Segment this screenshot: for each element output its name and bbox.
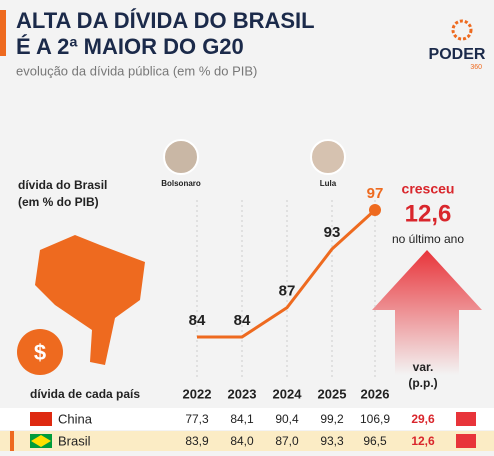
row-label: China — [58, 411, 93, 426]
callout-value: 12,6 — [405, 200, 452, 227]
row-marker — [10, 431, 14, 451]
flag — [30, 412, 52, 426]
cell: 84,0 — [230, 434, 254, 448]
logo-sub: 360 — [470, 64, 482, 71]
table-header: var. — [413, 360, 434, 374]
cell: 12,6 — [411, 434, 435, 448]
column-header: 2024 — [273, 386, 303, 401]
chart-title: dívida do Brasil — [18, 178, 107, 192]
row-label: Brasil — [58, 433, 91, 448]
annotation: Bolsonaro — [161, 179, 201, 188]
arrow — [372, 250, 482, 375]
subtitle: evolução da dívida pública (em % do PIB) — [16, 63, 257, 78]
callout: no último ano — [392, 232, 464, 246]
cell: 106,9 — [360, 412, 390, 426]
cell: 93,3 — [320, 434, 344, 448]
flag — [31, 435, 51, 447]
money-icon: $ — [34, 340, 46, 365]
photo — [310, 139, 346, 175]
column-header: 2022 — [183, 386, 212, 401]
row-bg — [0, 408, 494, 430]
column-header: 2026 — [361, 386, 390, 401]
cell: 90,4 — [275, 412, 299, 426]
point — [369, 204, 381, 216]
brazil-map — [35, 235, 145, 365]
callout: cresceu — [402, 181, 455, 197]
cell: 84,1 — [230, 412, 254, 426]
logo: PODER — [429, 46, 486, 63]
line — [197, 208, 377, 339]
row-bg — [0, 431, 494, 451]
accent-bar — [0, 10, 6, 56]
row-icon — [456, 412, 476, 426]
data-label: 87 — [279, 283, 296, 300]
title: ALTA DA DÍVIDA DO BRASIL — [16, 8, 315, 33]
data-label: 84 — [234, 312, 251, 329]
cell: 29,6 — [411, 412, 435, 426]
cell: 99,2 — [320, 412, 344, 426]
annotation: Lula — [320, 179, 337, 188]
cell: 87,0 — [275, 434, 299, 448]
money-bag — [17, 329, 63, 375]
table-header: (p.p.) — [408, 376, 437, 390]
table-header: dívida de cada país — [30, 387, 140, 401]
data-label: 84 — [189, 312, 206, 329]
row-icon — [456, 434, 476, 448]
cell: 77,3 — [185, 412, 209, 426]
photo — [163, 139, 199, 175]
data-label: 97 — [367, 185, 384, 202]
logo-icon — [451, 19, 473, 41]
cell: 96,5 — [363, 434, 387, 448]
column-header: 2025 — [318, 386, 347, 401]
data-label: 93 — [324, 224, 341, 241]
chart-title: (em % do PIB) — [18, 195, 99, 209]
cell: 83,9 — [185, 434, 209, 448]
column-header: 2023 — [228, 386, 257, 401]
title: É A 2ª MAIOR DO G20 — [16, 34, 244, 59]
